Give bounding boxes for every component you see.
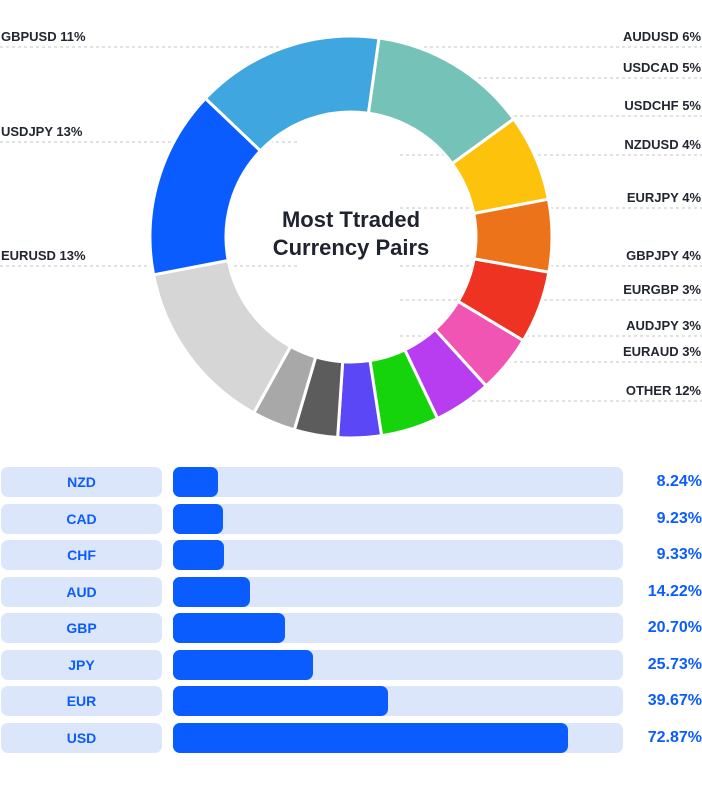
bar-value-label: 14.22%: [647, 582, 702, 600]
bar-fill-chf: [173, 540, 224, 570]
bar-track: [173, 613, 623, 643]
bar-fill-aud: [173, 576, 251, 607]
bar-fill-usd: [173, 722, 569, 753]
bar-category-label: USD: [1, 722, 162, 753]
bar-track: [173, 722, 623, 753]
bar-value-label: 9.33%: [656, 546, 702, 563]
bar-value-label: 9.23%: [656, 509, 702, 527]
bar-fill-cad: [173, 503, 224, 534]
bar-category-label: NZD: [1, 467, 162, 497]
slice-label-eurgbp: EURGBP 3%: [623, 282, 701, 297]
slice-label-other: OTHER 12%: [626, 383, 702, 398]
slice-label-euraud: EURAUD 3%: [623, 344, 701, 359]
bar-value-label: 39.67%: [647, 692, 702, 709]
bar-category-label: CAD: [1, 503, 162, 534]
bar-fill-nzd: [173, 467, 218, 497]
bar-category-label: AUD: [1, 576, 162, 607]
bar-value-label: 72.87%: [647, 728, 702, 746]
bar-fill-eur: [173, 686, 389, 716]
bar-fill-gbp: [173, 613, 286, 643]
bar-category-label: JPY: [1, 649, 162, 680]
bar-category-label: EUR: [1, 686, 162, 716]
bar-value-label: 8.24%: [656, 473, 702, 490]
slice-label-usdchf: USDCHF 5%: [624, 98, 701, 113]
slice-label-gbpusd: GBPUSD 11%: [1, 29, 86, 44]
bar-track: [173, 467, 623, 497]
donut-chart: GBPUSD 11% AUDUSD 6% USDCAD 5% USDCHF 5% NZD…: [0, 29, 702, 440]
slice-label-nzdusd: NZDUSD 4%: [624, 137, 701, 152]
donut-slice-usdjpy: [203, 34, 381, 153]
slice-label-eurusd: EURUSD 13%: [1, 248, 86, 263]
slice-label-usdjpy: USDJPY 13%: [1, 124, 83, 139]
bar-track: [173, 503, 623, 534]
slice-label-audusd: AUDUSD 6%: [623, 29, 701, 44]
bar-category-label: GBP: [1, 613, 162, 643]
bar-track: [173, 540, 623, 570]
bar-value-label: 25.73%: [647, 655, 702, 673]
slice-label-usdcad: USDCAD 5%: [623, 60, 701, 75]
bar-track: [173, 649, 623, 680]
bar-value-label: 20.70%: [647, 619, 702, 636]
chart-title-line: Currency Pairs: [273, 235, 430, 260]
chart-title-line: Most Ttraded: [282, 207, 420, 232]
bar-category-label: CHF: [1, 540, 162, 570]
slice-label-gbpjpy: GBPJPY 4%: [626, 248, 701, 263]
bar-track: [173, 576, 623, 607]
slice-label-eurjpy: EURJPY 4%: [627, 190, 702, 205]
slice-label-audjpy: AUDJPY 3%: [626, 318, 701, 333]
bar-fill-jpy: [173, 649, 313, 680]
bar-track: [173, 686, 623, 716]
